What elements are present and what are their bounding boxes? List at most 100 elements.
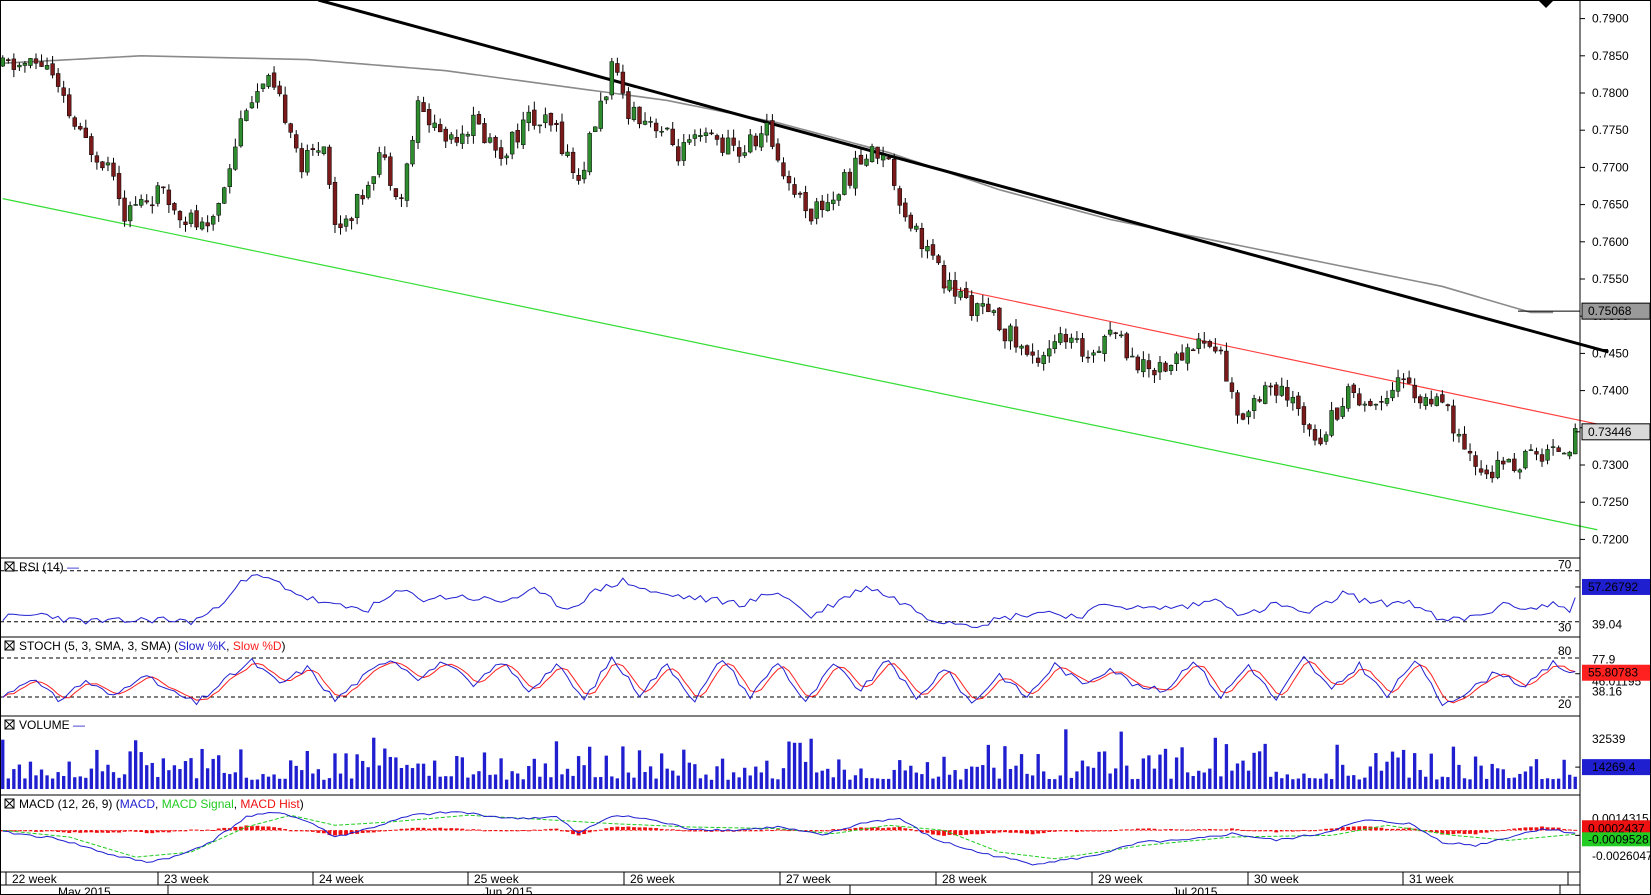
macd-hist-bar — [1307, 830, 1312, 832]
volume-bar — [228, 774, 232, 789]
macd-hist-bar — [825, 830, 830, 832]
volume-bar — [17, 764, 22, 789]
volume-bar — [1042, 771, 1046, 789]
volume-bar — [1429, 753, 1433, 789]
candle-body — [172, 203, 177, 211]
macd-hist-bar — [1119, 829, 1124, 831]
candle-body — [1334, 407, 1340, 420]
macd-panel[interactable]: 0.00143150.0002437-0.0009528-0.0026047MA… — [0, 794, 1651, 866]
volume-bar — [1241, 760, 1245, 789]
candle-body — [338, 223, 343, 229]
candle-body — [78, 126, 83, 130]
candle-body — [1240, 413, 1246, 420]
volume-bar — [50, 778, 55, 789]
macd-hist-bar — [78, 830, 83, 833]
candle-body — [188, 212, 194, 224]
candle-body — [1279, 385, 1284, 396]
volume-bar — [194, 778, 199, 789]
candle-body — [89, 136, 94, 155]
macd-hist-bar — [299, 830, 304, 832]
macd-hist-bar — [637, 827, 642, 831]
candle-body — [1534, 451, 1539, 455]
candle-body — [509, 131, 515, 155]
candle-body — [1063, 334, 1069, 343]
volume-bar — [394, 757, 398, 789]
volume-bar — [964, 768, 968, 789]
macd-hist-bar — [560, 830, 564, 832]
stoch-d-line — [2, 660, 1576, 704]
volume-bar — [720, 758, 725, 789]
macd-hist-bar — [654, 828, 659, 831]
macd-hist-bar — [194, 829, 199, 831]
volume-bar — [1036, 754, 1040, 789]
volume-bar — [178, 769, 182, 789]
volume-bar — [78, 776, 82, 789]
macd-hist-bar — [809, 830, 814, 832]
candle-body — [537, 124, 543, 127]
volume-bar — [571, 775, 575, 789]
candle-body — [150, 204, 155, 207]
candle-body — [205, 222, 210, 227]
price-tick-label: 0.7600 — [1592, 235, 1629, 249]
macd-hist-bar — [67, 830, 72, 833]
volume-bar — [1413, 753, 1417, 789]
volume-bar — [516, 773, 520, 789]
macd-hist-bar — [344, 830, 348, 836]
price-panel[interactable]: 0.7900 0.7850 0.7800 0.7750 0.7700 0.7650 0.76… — [0, 0, 1651, 546]
macd-hist-bar — [1534, 827, 1539, 831]
candle-body — [1523, 450, 1528, 469]
candle-body — [759, 133, 764, 148]
volume-bar — [289, 760, 293, 789]
candle-body — [1135, 356, 1141, 371]
volume-bar — [1019, 754, 1024, 789]
macd-hist-bar — [1512, 828, 1517, 831]
macd-hist-bar — [11, 830, 16, 832]
candle-body — [1069, 337, 1074, 343]
macd-hist-bar — [371, 830, 376, 833]
volume-bar — [1501, 769, 1505, 789]
macd-hist-bar — [454, 828, 459, 831]
macd-hist-bar — [698, 830, 703, 832]
price-tick-label: 0.7550 — [1592, 272, 1629, 286]
volume-bar — [958, 779, 963, 789]
volume-bar — [759, 772, 763, 789]
macd-hist-bar — [493, 830, 498, 832]
volume-tick-label: 32539 — [1592, 732, 1626, 746]
macd-hist-bar — [1030, 830, 1035, 835]
macd-hist-bar — [1002, 830, 1007, 833]
macd-hist-bar — [1080, 830, 1085, 832]
macd-hist-bar — [836, 829, 841, 831]
volume-bar — [1086, 766, 1090, 789]
volume-bar — [12, 769, 16, 789]
rsi-panel[interactable]: 70 30 57.26792 39.04 RSI (14) — — [0, 557, 1650, 635]
macd-hist-bar — [172, 830, 177, 832]
candle-body — [1423, 397, 1428, 406]
macd-hist-bar — [1318, 829, 1323, 831]
candle-body — [1556, 447, 1561, 452]
volume-bar — [327, 778, 332, 789]
volume-bar — [1440, 776, 1445, 789]
volume-panel[interactable]: 32539 14269.4 VOLUME — — [0, 715, 1650, 789]
volume-bar — [1114, 768, 1118, 789]
candle-body — [1274, 384, 1279, 396]
candle-body — [947, 279, 952, 291]
volume-bar — [1390, 751, 1395, 789]
macd-hist-bar — [205, 829, 210, 831]
volume-bar — [1490, 763, 1494, 789]
macd-hist-bar — [405, 828, 409, 831]
candle-body — [471, 114, 476, 136]
candle-body — [720, 137, 725, 153]
candle-body — [958, 291, 963, 298]
macd-hist-bar — [316, 830, 321, 833]
candle-body — [1141, 359, 1146, 373]
volume-bar — [1435, 779, 1439, 789]
volume-bar — [576, 756, 581, 789]
volume-bar — [62, 775, 66, 789]
macd-hist-bar — [892, 827, 897, 831]
macd-hist-bar — [931, 830, 935, 835]
candle-body — [55, 73, 61, 87]
macd-hist-bar — [1213, 829, 1218, 831]
volume-bar — [122, 774, 127, 789]
